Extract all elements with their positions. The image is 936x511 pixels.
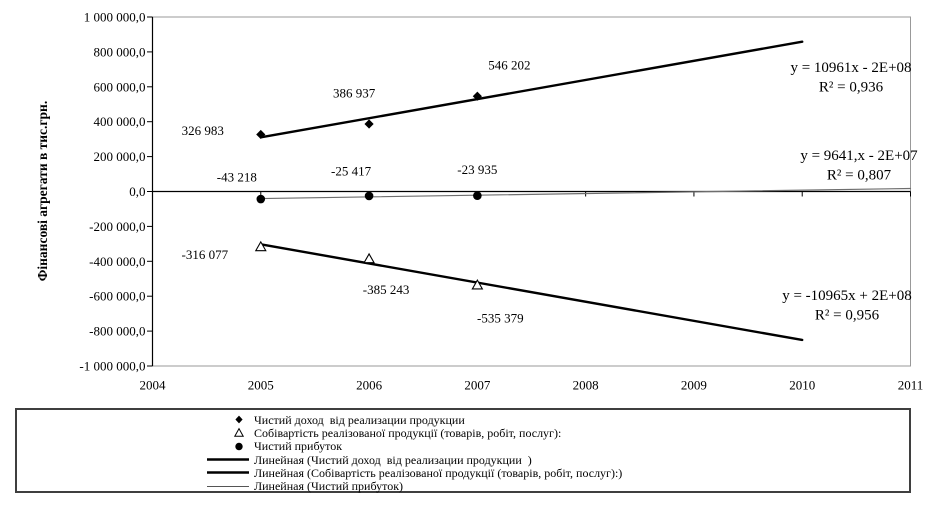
diamond-marker bbox=[472, 91, 482, 101]
line-thick-icon bbox=[207, 471, 249, 475]
x-axis-tick-label: 2011 bbox=[898, 378, 924, 393]
data-point-label: 386 937 bbox=[333, 85, 376, 100]
data-point-label: -43 218 bbox=[217, 170, 257, 185]
y-axis-tick-label: 200 000,0 bbox=[94, 149, 146, 164]
y-axis-tick-label: 0,0 bbox=[129, 184, 145, 199]
legend-item-label: Чистий прибуток bbox=[254, 439, 343, 454]
y-axis-tick-label: -200 000,0 bbox=[89, 219, 145, 234]
y-axis-tick-label: 1 000 000,0 bbox=[84, 10, 146, 25]
legend-item-label: Линейная (Собівартість реалізованої прод… bbox=[254, 465, 623, 480]
triangle-open-icon bbox=[233, 428, 245, 438]
triangle-marker bbox=[363, 252, 376, 264]
trendline-equation-label: y = 10961x - 2E+08 bbox=[790, 60, 911, 76]
circle-marker bbox=[473, 191, 482, 200]
x-axis-tick-label: 2008 bbox=[573, 378, 599, 393]
legend-item-label: Собівартість реалізованої продукції (тов… bbox=[254, 425, 562, 440]
y-axis-tick-label: 800 000,0 bbox=[94, 44, 146, 59]
data-point-label: 546 202 bbox=[488, 58, 530, 73]
trendline-r2-label: R² = 0,936 bbox=[819, 80, 884, 96]
data-point-label: -25 417 bbox=[331, 163, 372, 178]
chart-legend: Чистий доход від реализации продукции Соб… bbox=[15, 408, 911, 493]
y-axis-tick-label: 400 000,0 bbox=[94, 114, 146, 129]
trendline-1 bbox=[259, 243, 804, 342]
diamond-marker bbox=[364, 119, 374, 129]
x-axis-tick-label: 2009 bbox=[681, 378, 707, 393]
legend-item: Чистий доход від реализации продукции bbox=[207, 413, 909, 426]
trendline-r2-label: R² = 0,956 bbox=[815, 308, 880, 324]
circle-glyph bbox=[235, 442, 243, 450]
triangle-glyph bbox=[233, 428, 245, 438]
data-point-label: -23 935 bbox=[457, 162, 497, 177]
trendline-equation-label: y = 9641,x - 2E+07 bbox=[800, 148, 918, 164]
y-axis-title: Фінансові агрегати в тис.грн. bbox=[35, 101, 50, 281]
data-point-label: -316 077 bbox=[181, 247, 228, 262]
circle-marker bbox=[256, 194, 266, 204]
data-point-label: 326 983 bbox=[182, 123, 224, 138]
y-axis-tick-label: -600 000,0 bbox=[89, 289, 145, 304]
x-axis-tick-label: 2004 bbox=[140, 378, 167, 393]
legend-item: Линейная (Собівартість реалізованої прод… bbox=[207, 466, 909, 479]
triangle-marker bbox=[254, 240, 267, 252]
line-thin-icon bbox=[207, 485, 249, 487]
data-point-label: -385 243 bbox=[363, 282, 410, 297]
y-axis-tick-label: -400 000,0 bbox=[89, 254, 145, 269]
x-axis-tick-label: 2005 bbox=[248, 378, 274, 393]
legend-item-label: Линейная (Чистий прибуток) bbox=[254, 479, 404, 494]
diamond-filled-icon bbox=[235, 415, 243, 424]
legend-item: Чистий прибуток bbox=[207, 440, 909, 453]
diamond-marker bbox=[256, 129, 266, 140]
triangle-marker bbox=[471, 279, 484, 290]
data-point-label: -535 379 bbox=[477, 310, 524, 325]
trendline-r2-label: R² = 0,807 bbox=[827, 168, 892, 184]
x-axis-tick-label: 2006 bbox=[356, 378, 383, 393]
diamond-glyph bbox=[235, 415, 243, 424]
trendline-equation-label: y = -10965x + 2E+08 bbox=[782, 288, 912, 304]
y-axis-tick-label: 600 000,0 bbox=[94, 79, 146, 94]
legend-item-label: Линейная (Чистий доход від реализации пр… bbox=[254, 452, 532, 467]
x-axis-tick-label: 2007 bbox=[464, 378, 491, 393]
trendline-0 bbox=[259, 40, 804, 139]
trendline-2 bbox=[260, 187, 912, 200]
y-axis-tick-label: -1 000 000,0 bbox=[79, 359, 145, 374]
legend-item: Линейная (Чистий прибуток) bbox=[207, 479, 909, 492]
circle-filled-icon bbox=[235, 442, 243, 450]
legend-item-label: Чистий доход від реализации продукции bbox=[254, 412, 465, 427]
circle-marker bbox=[364, 191, 374, 201]
y-axis-tick-label: -800 000,0 bbox=[89, 324, 145, 339]
x-axis-tick-label: 2010 bbox=[789, 378, 815, 393]
line-thick-icon bbox=[207, 458, 249, 461]
legend-item: Линейная (Чистий доход від реализации пр… bbox=[207, 453, 909, 466]
legend-item: Собівартість реалізованої продукції (тов… bbox=[207, 426, 909, 439]
